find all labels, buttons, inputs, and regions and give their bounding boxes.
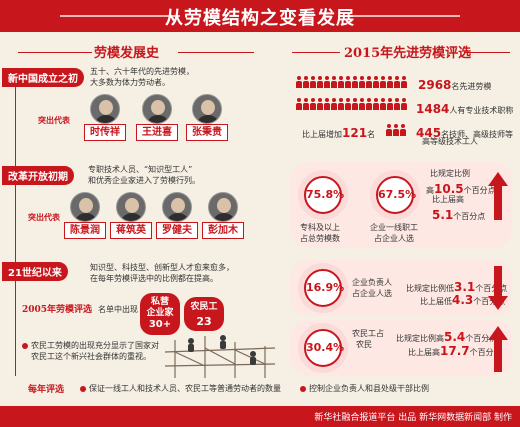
name-tag-4: 陈景润 <box>64 222 106 239</box>
era-3-desc-2: 在每年劳模评选中的比例都在提高。 <box>90 274 218 283</box>
panel3-r1: 比规定比例高5.4个百分点 <box>396 330 498 344</box>
stat-4: 445名技师、高级技师等 <box>416 126 514 140</box>
eval-2005-label: 2005年劳模评选 <box>22 305 93 315</box>
panel1-r4: 5.1个百分点 <box>432 208 486 222</box>
circle-pct-1: 75.8% <box>304 176 344 214</box>
era-2-rep-label: 突出代表 <box>28 213 60 222</box>
annual-item-2: 控制企业负责人和县处级干部比例 <box>300 383 429 394</box>
left-title-line-r <box>178 52 254 53</box>
panel3-r2: 比上届高17.7个百分点 <box>408 344 502 358</box>
pill-migrant-worker: 农民工 23 <box>184 297 224 331</box>
eval-2005-note-1: 农民工劳模的出现充分显示了国家对 <box>22 340 159 351</box>
footer-credit: 新华社融合报道平台 出品 新华网数据新闻部 制作 <box>314 413 512 423</box>
name-tag-7: 彭加木 <box>202 222 244 239</box>
avatar-luo <box>162 192 192 222</box>
right-title-line-l <box>292 52 340 53</box>
bullet-icon <box>80 385 86 392</box>
avatar-chen <box>70 192 100 222</box>
panel1-r2: 高10.5个百分点 <box>426 182 496 196</box>
avatar-shi <box>90 94 120 124</box>
left-section-title: 劳模发展史 <box>94 46 160 61</box>
avatar-peng <box>208 192 238 222</box>
up-arrow-icon <box>488 172 508 220</box>
right-section-title: 2015年先进劳模评选 <box>344 46 472 61</box>
pill-private-entrepreneur: 私营 企业家 30+ <box>140 293 180 335</box>
stat-4-line-2: 高等级技术工人 <box>422 137 478 146</box>
era-2-desc-2: 和优秀企业家进入了劳模行列。 <box>88 176 200 185</box>
timeline-line <box>15 76 16 376</box>
era-label-2: 改革开放初期 <box>2 166 74 185</box>
eval-2005-list-label: 名单中出现 <box>98 305 138 314</box>
name-tag-3: 张秉贵 <box>186 124 228 141</box>
panel1-c1-l2: 占总劳模数 <box>300 234 340 243</box>
panel2-r1: 比规定比例低3.1个百分点 <box>406 280 508 294</box>
title-deco-left <box>60 15 180 17</box>
stat-3: 比上届增加121名 <box>302 126 376 140</box>
panel1-c2-l2: 占企业人选 <box>374 234 414 243</box>
panel1-r3: 比上届高 <box>432 195 464 204</box>
circle-pct-4: 30.4% <box>304 329 344 367</box>
right-title-line-r <box>464 52 510 53</box>
era-label-3: 21世纪以来 <box>2 262 68 281</box>
era-1-desc-1: 五十、六十年代的先进劳模， <box>90 67 194 76</box>
era-1-rep-label: 突出代表 <box>38 116 70 125</box>
stat-2: 1484人有专业技术职称 <box>416 102 514 116</box>
panel1-c1-l1: 专科及以上 <box>300 223 340 232</box>
annual-label: 每年评选 <box>28 385 65 395</box>
title-bar: 从劳模结构之变看发展 <box>0 0 520 32</box>
footer: 新华社融合报道平台 出品 新华网数据新闻部 制作 <box>0 406 520 427</box>
people-row-3 <box>386 124 407 136</box>
avatar-wang <box>142 94 172 124</box>
era-label-1: 新中国成立之初 <box>2 68 84 87</box>
page-title: 从劳模结构之变看发展 <box>165 8 355 29</box>
bullet-icon <box>300 385 306 392</box>
panel2-l2: 占企业人选 <box>352 289 392 298</box>
left-title-line-l <box>18 52 92 53</box>
panel3-l2: 农民 <box>356 340 372 349</box>
name-tag-2: 王进喜 <box>136 124 178 141</box>
era-3-desc-1: 知识型、科技型、创新型人才愈来愈多， <box>90 263 234 272</box>
circle-pct-2: 67.5% <box>376 176 416 214</box>
stat-1: 2968名先进劳模 <box>418 78 492 92</box>
name-tag-6: 罗健夫 <box>156 222 198 239</box>
name-tag-1: 时传祥 <box>84 124 126 141</box>
people-row-1 <box>296 76 408 88</box>
up-arrow-icon-2 <box>488 326 508 372</box>
bullet-icon <box>22 342 28 349</box>
scaffolding-illustration-icon <box>165 335 275 378</box>
avatar-jiang <box>116 192 146 222</box>
panel1-c2-l1: 企业一线职工 <box>370 223 418 232</box>
annual-item-1: 保证一线工人和技术人员、农民工等普通劳动者的数量 <box>80 383 281 394</box>
era-1-desc-2: 大多数为体力劳动者。 <box>90 78 170 87</box>
eval-2005-note-2: 农民工这个新兴社会群体的重视。 <box>31 352 151 361</box>
avatar-zhang <box>192 94 222 124</box>
panel2-l1: 企业负责人 <box>352 278 392 287</box>
title-deco-right <box>340 15 460 17</box>
era-2-desc-1: 专职技术人员、“知识型工人” <box>88 165 193 174</box>
panel3-l1: 农民工占 <box>352 329 384 338</box>
people-row-2 <box>296 98 408 110</box>
name-tag-5: 蒋筑英 <box>110 222 152 239</box>
circle-pct-3: 16.9% <box>304 269 344 307</box>
down-arrow-icon <box>488 266 508 310</box>
panel2-r2: 比上届低4.3个百分点 <box>420 293 506 307</box>
panel1-r1: 比规定比例 <box>430 169 470 178</box>
